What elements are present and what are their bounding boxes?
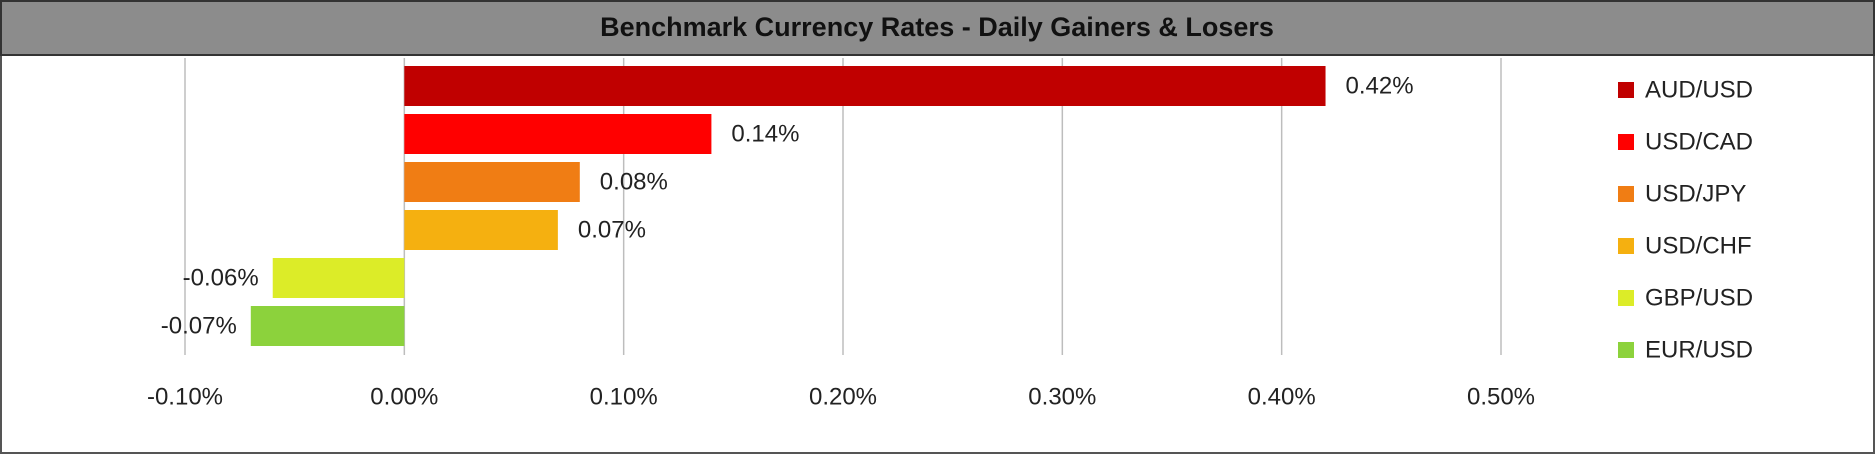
x-tick-label: 0.00% [370,383,438,410]
bar [250,306,405,346]
legend-label: GBP/USD [1645,284,1753,311]
value-label: -0.06% [183,264,259,291]
legend-label: USD/CAD [1645,128,1753,155]
legend-label: USD/CHF [1645,232,1752,259]
bar [404,114,712,154]
value-label: 0.07% [578,216,646,243]
value-label: 0.08% [600,168,668,195]
value-label: 0.42% [1346,72,1414,99]
legend-swatch [1618,134,1634,150]
legend-swatch [1618,342,1634,358]
title-bar [0,0,1875,56]
x-tick-label: 0.30% [1028,383,1096,410]
x-tick-label: 0.50% [1467,383,1535,410]
x-tick-label: 0.20% [809,383,877,410]
legend-swatch [1618,290,1634,306]
legend-swatch [1618,238,1634,254]
x-tick-label: 0.40% [1248,383,1316,410]
legend-swatch [1618,82,1634,98]
bar [272,258,405,298]
legend-label: AUD/USD [1645,76,1753,103]
legend-label: EUR/USD [1645,336,1753,363]
bar [404,66,1326,106]
value-label: 0.14% [731,120,799,147]
bar [404,210,558,250]
value-label: -0.07% [161,312,237,339]
x-tick-label: 0.10% [590,383,658,410]
chart-title: Benchmark Currency Rates - Daily Gainers… [600,12,1274,42]
legend-label: USD/JPY [1645,180,1746,207]
bar [404,162,580,202]
x-tick-label: -0.10% [147,383,223,410]
legend-swatch [1618,186,1634,202]
